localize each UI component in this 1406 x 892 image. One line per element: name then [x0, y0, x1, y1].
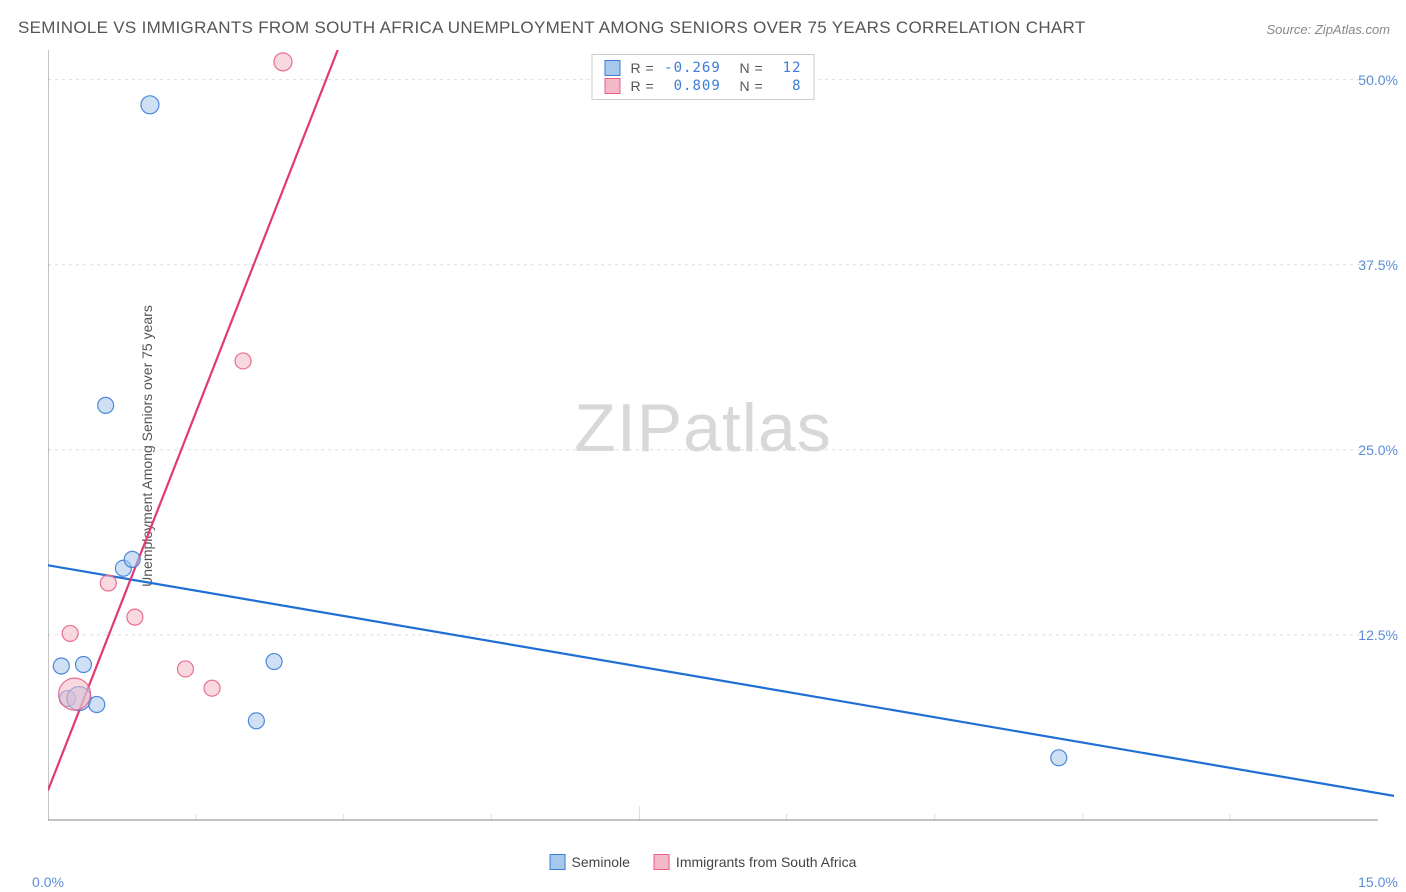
n-label: N = [731, 60, 763, 76]
x-tick-label: 15.0% [1358, 874, 1398, 890]
x-tick-label: 0.0% [32, 874, 64, 890]
r-value: -0.269 [664, 60, 721, 76]
y-tick-label: 50.0% [1358, 72, 1398, 88]
y-tick-label: 37.5% [1358, 257, 1398, 273]
correlation-legend: R =-0.269 N = 12R = 0.809 N = 8 [591, 54, 814, 100]
legend-swatch [550, 854, 566, 870]
r-value: 0.809 [664, 78, 721, 94]
y-tick-label: 12.5% [1358, 627, 1398, 643]
source-attribution: Source: ZipAtlas.com [1266, 22, 1390, 37]
legend-swatch [654, 854, 670, 870]
scatter-plot [48, 50, 1394, 842]
series-legend: Seminole Immigrants from South Africa [550, 854, 857, 870]
y-tick-label: 25.0% [1358, 442, 1398, 458]
chart-title: SEMINOLE VS IMMIGRANTS FROM SOUTH AFRICA… [18, 18, 1086, 38]
legend-stat-row: R = 0.809 N = 8 [604, 77, 801, 95]
n-label: N = [731, 78, 763, 94]
legend-series-item: Immigrants from South Africa [654, 854, 857, 870]
legend-series-label: Seminole [572, 854, 630, 870]
n-value: 8 [773, 78, 801, 94]
legend-stat-row: R = -0.269 N = 12 [604, 59, 801, 77]
legend-swatch [604, 60, 620, 76]
legend-series-label: Immigrants from South Africa [676, 854, 857, 870]
r-label: R = [630, 60, 654, 76]
n-value: 12 [773, 60, 801, 76]
r-label: R = [630, 78, 654, 94]
legend-series-item: Seminole [550, 854, 630, 870]
legend-swatch [604, 78, 620, 94]
